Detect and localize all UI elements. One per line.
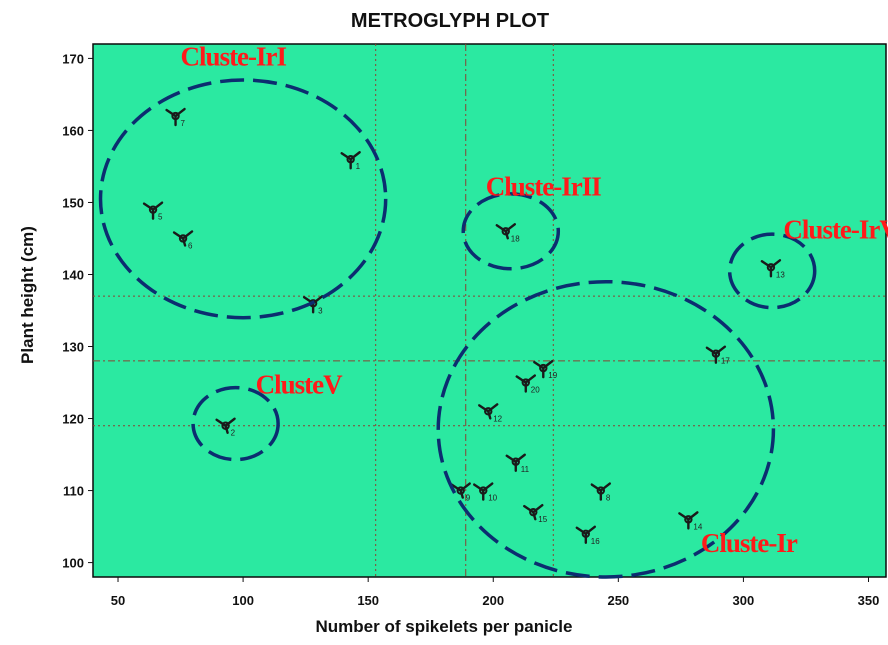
chart-title: METROGLYPH PLOT (351, 10, 549, 32)
cluster-ellipse (191, 385, 280, 462)
x-tick-label: 50 (111, 593, 125, 608)
glyph-point (473, 482, 494, 501)
x-tick-label: 300 (733, 593, 755, 608)
glyph-point (165, 107, 186, 127)
x-tick-label: 250 (607, 593, 629, 608)
glyph-point (705, 345, 727, 364)
glyph-point-label: 20 (531, 386, 540, 395)
y-tick-label: 110 (63, 484, 84, 499)
glyph-point (340, 151, 361, 170)
glyph-point-label: 8 (606, 494, 611, 503)
plot-area (92, 43, 887, 578)
glyph-point-label: 7 (181, 119, 186, 128)
glyph-point (450, 482, 471, 499)
glyph-point (505, 453, 526, 472)
glyph-point-label: 12 (493, 414, 502, 423)
x-tick-label: 100 (232, 593, 254, 608)
glyph-point (575, 525, 597, 544)
glyph-point (590, 482, 612, 501)
y-tick-label: 120 (62, 412, 84, 427)
glyph-point-label: 2 (231, 429, 236, 438)
x-tick-label: 200 (482, 593, 504, 608)
y-tick-label: 150 (62, 195, 84, 210)
x-axis: 50 100 150 200 250 300 350 (111, 577, 880, 608)
glyph-point-label: 6 (188, 241, 193, 250)
glyph-point-label: 1 (356, 162, 361, 171)
glyph-point-label: 3 (318, 306, 323, 315)
cluster-label: Cluste-IrI (181, 42, 287, 72)
y-tick-label: 140 (62, 267, 84, 282)
glyph-point (172, 230, 194, 247)
glyph-point (478, 403, 499, 420)
cluster-ellipse (727, 232, 817, 310)
y-tick-label: 100 (62, 556, 84, 571)
cluster-label: Cluste-IrII (486, 171, 601, 201)
y-tick-label: 170 (62, 51, 84, 66)
cluster-ellipse (98, 78, 388, 320)
cluster-label: Cluste-Ir (701, 528, 798, 558)
glyph-point (142, 201, 164, 220)
x-tick-label: 350 (858, 593, 880, 608)
x-tick-label: 150 (357, 593, 379, 608)
y-axis: 100 110 120 130 140 150 160 170 (62, 51, 93, 571)
glyph-point (760, 259, 782, 278)
glyph-point-label: 9 (466, 494, 471, 503)
glyph-point (678, 511, 699, 530)
glyph-point-label: 13 (776, 270, 785, 279)
glyph-point-label: 15 (538, 515, 547, 524)
glyph-point (215, 417, 236, 434)
x-axis-label: Number of spikelets per panicle (316, 617, 573, 636)
glyph-point-label: 11 (521, 465, 530, 474)
cluster-ellipses: Cluste-IrI Cluste-IrII Cluste-IrV ClusteV Cl… (98, 42, 888, 579)
glyph-point-label: 19 (548, 371, 557, 380)
glyph-point-label: 14 (693, 522, 702, 531)
y-tick-label: 130 (62, 340, 84, 355)
cluster-ellipse (461, 192, 561, 271)
glyph-point (523, 503, 544, 521)
glyph-point-label: 10 (488, 494, 497, 503)
glyph-point-label: 18 (511, 234, 520, 243)
glyph-point-label: 16 (591, 537, 600, 546)
cluster-label: Cluste-IrV (783, 214, 888, 244)
y-axis-label: Plant height (cm) (18, 226, 37, 364)
cluster-label: ClusteV (256, 369, 343, 399)
glyph-point (495, 223, 516, 240)
glyph-point-label: 5 (158, 213, 163, 222)
glyph-point-label: 17 (721, 357, 730, 366)
reference-lines (93, 44, 886, 577)
glyph-point (533, 359, 554, 379)
y-tick-label: 160 (62, 123, 84, 138)
cluster-ellipse (436, 279, 776, 579)
glyph-point (515, 374, 536, 393)
